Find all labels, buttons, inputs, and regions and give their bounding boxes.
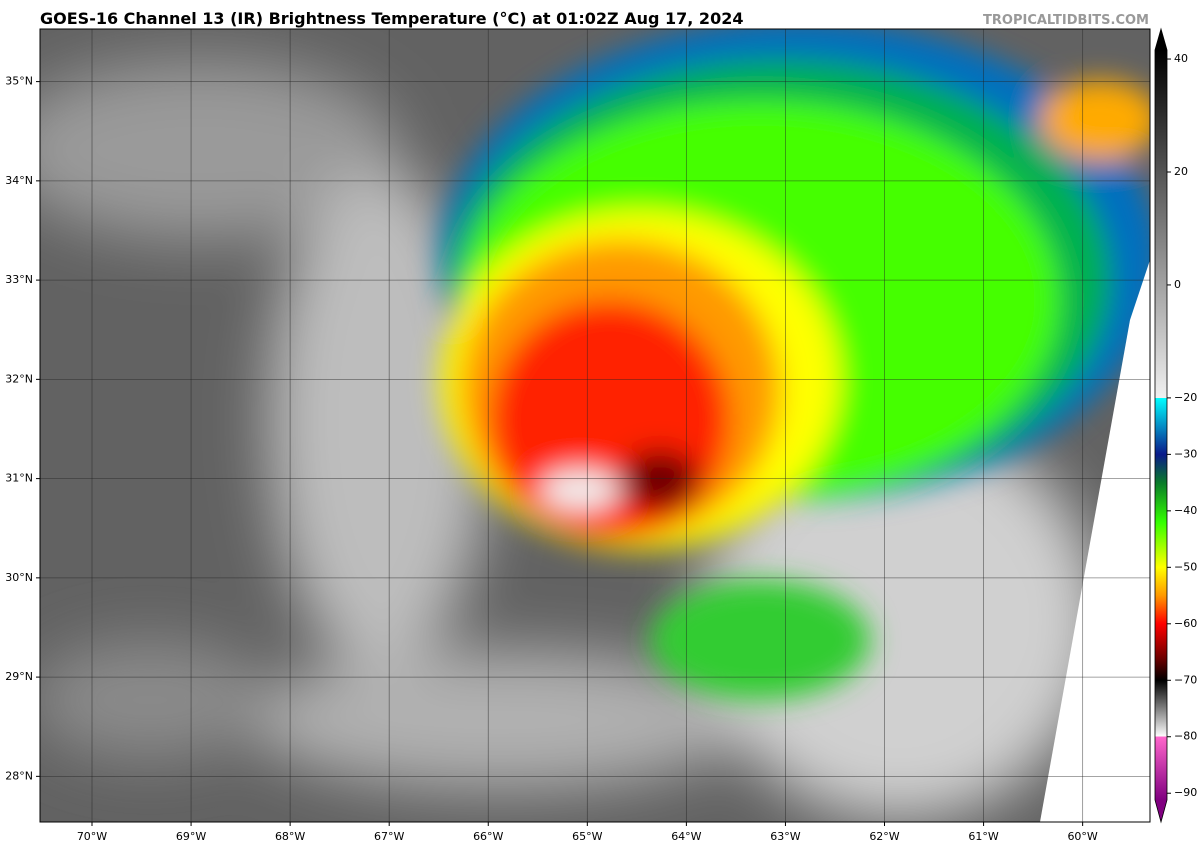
watermark: TROPICALTIDBITS.COM bbox=[983, 13, 1149, 28]
map-frame bbox=[39, 28, 1151, 823]
satellite-imagery bbox=[40, 29, 1150, 822]
colorbar-tick-label: −80 bbox=[1174, 730, 1197, 743]
colorbar-outline bbox=[1154, 27, 1168, 824]
y-tick-label: 31°N bbox=[5, 472, 33, 485]
y-tick-label: 29°N bbox=[5, 670, 33, 683]
colorbar-tick-label: 40 bbox=[1174, 52, 1188, 65]
colorbar-tick-label: 20 bbox=[1174, 165, 1188, 178]
x-tick-label: 68°W bbox=[275, 830, 305, 843]
x-tick-label: 63°W bbox=[770, 830, 800, 843]
y-tick-label: 32°N bbox=[5, 372, 33, 385]
x-tick-label: 69°W bbox=[176, 830, 206, 843]
colorbar: 40 20 0 −20 −30 −40 −50 −60 −70 −80 −90 bbox=[1154, 27, 1197, 824]
colorbar-tick-label: −20 bbox=[1174, 391, 1197, 404]
y-tick-label: 28°N bbox=[5, 769, 33, 782]
x-tick-label: 66°W bbox=[473, 830, 503, 843]
x-tick-label: 64°W bbox=[671, 830, 701, 843]
colorbar-scale bbox=[1155, 50, 1167, 800]
y-tick-label: 30°N bbox=[5, 571, 33, 584]
colorbar-tick-label: −90 bbox=[1174, 786, 1197, 799]
colorbar-tick-label: −70 bbox=[1174, 673, 1197, 686]
x-tick-label: 70°W bbox=[77, 830, 107, 843]
x-tick-label: 62°W bbox=[869, 830, 899, 843]
map-title: GOES-16 Channel 13 (IR) Brightness Tempe… bbox=[40, 9, 743, 28]
x-tick-label: 60°W bbox=[1067, 830, 1097, 843]
colorbar-tick-label: −60 bbox=[1174, 617, 1197, 630]
x-tick-label: 65°W bbox=[572, 830, 602, 843]
colorbar-tick-label: 0 bbox=[1174, 278, 1181, 291]
colorbar-tick-label: −50 bbox=[1174, 560, 1197, 573]
x-tick-label: 67°W bbox=[374, 830, 404, 843]
colorbar-tick-label: −30 bbox=[1174, 447, 1197, 460]
y-tick-label: 33°N bbox=[5, 273, 33, 286]
y-tick-label: 35°N bbox=[5, 75, 33, 88]
colorbar-tick-label: −40 bbox=[1174, 504, 1197, 517]
colorbar-extend-top bbox=[1155, 29, 1167, 50]
x-tick-label: 61°W bbox=[968, 830, 998, 843]
y-tick-label: 34°N bbox=[5, 174, 33, 187]
colorbar-extend-bottom bbox=[1155, 800, 1167, 822]
